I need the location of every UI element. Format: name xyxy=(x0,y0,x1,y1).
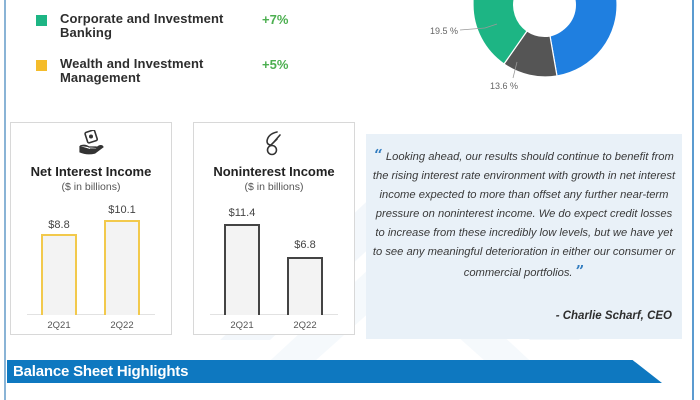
noninterest-income-card: Noninterest Income ($ in billions) $11.4… xyxy=(193,122,355,335)
legend-swatch-green xyxy=(36,15,47,26)
bar-category-label: 2Q21 xyxy=(230,320,254,331)
chart-baseline xyxy=(210,314,338,315)
quote-author: - Charlie Scharf, CEO xyxy=(555,310,672,322)
donut-leader-lines xyxy=(459,23,518,79)
bar-value-label: $8.8 xyxy=(48,219,70,231)
bar-value-label: $6.8 xyxy=(294,239,316,251)
quote-text: Looking ahead, our results should contin… xyxy=(372,151,676,279)
hand-with-coin-icon xyxy=(266,131,281,156)
segment-change: +5% xyxy=(262,57,289,72)
quote-text-block: “ Looking ahead, our results should cont… xyxy=(372,146,676,283)
card-title: Net Interest Income xyxy=(30,164,152,179)
segment-wealth-investment-management: Wealth and Investment Management +5% xyxy=(36,57,288,85)
segment-label: Corporate and Investment Banking xyxy=(60,11,224,40)
bar-2q22 xyxy=(287,257,323,315)
segment-donut-chart xyxy=(472,0,618,78)
chart-baseline xyxy=(27,314,155,315)
noninterest-income-bars: $11.4 $6.8 2Q21 2Q22 xyxy=(210,203,338,331)
bar-category-label: 2Q21 xyxy=(47,320,71,331)
card-title: Noninterest Income xyxy=(213,164,335,179)
bar-2q22 xyxy=(104,220,140,315)
bar-value-label: $10.1 xyxy=(108,204,136,216)
segment-change: +7% xyxy=(262,12,289,27)
open-quote-icon: “ xyxy=(374,146,383,164)
card-subtitle: ($ in billions) xyxy=(61,181,121,193)
bar-2q21 xyxy=(41,234,77,315)
balance-sheet-highlights-banner: Balance Sheet Highlights xyxy=(7,360,662,383)
hand-holding-money-icon xyxy=(79,130,104,155)
segment-label: Wealth and Investment Management xyxy=(60,56,204,85)
bar-2q21 xyxy=(224,224,260,315)
section-title: Balance Sheet Highlights xyxy=(13,363,189,380)
net-interest-income-bars: $8.8 $10.1 2Q21 2Q22 xyxy=(27,203,155,331)
donut-label-green: 19.5 % xyxy=(430,26,459,36)
bar-category-label: 2Q22 xyxy=(110,320,134,331)
donut-label-dark: 13.6 % xyxy=(490,81,519,91)
bar-category-label: 2Q22 xyxy=(293,320,317,331)
net-interest-income-card: Net Interest Income ($ in billions) $8.8… xyxy=(10,122,172,335)
ceo-quote-box: “ Looking ahead, our results should cont… xyxy=(366,134,682,339)
page-frame xyxy=(4,0,694,400)
legend-swatch-yellow xyxy=(36,60,47,71)
segment-corporate-investment-banking: Corporate and Investment Banking +7% xyxy=(36,12,288,40)
card-subtitle: ($ in billions) xyxy=(244,181,304,193)
bar-value-label: $11.4 xyxy=(228,207,256,219)
close-quote-icon: ” xyxy=(575,262,585,280)
